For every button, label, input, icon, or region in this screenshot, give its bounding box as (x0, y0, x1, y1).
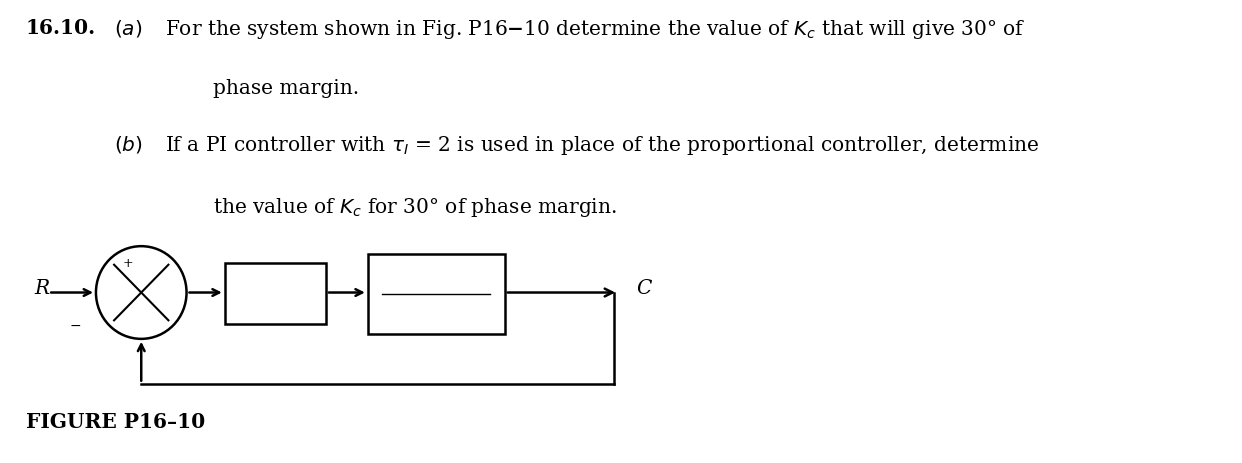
Text: $(a)$: $(a)$ (114, 18, 142, 39)
Text: 16.10.: 16.10. (26, 18, 96, 38)
Text: If a PI controller with $\tau_I$ = 2 is used in place of the proportional contro: If a PI controller with $\tau_I$ = 2 is … (165, 134, 1040, 156)
Bar (225, 263, 325, 325)
Text: phase margin.: phase margin. (212, 79, 359, 98)
Text: +: + (123, 257, 133, 269)
Text: the value of $K_c$ for 30° of phase margin.: the value of $K_c$ for 30° of phase marg… (212, 195, 616, 218)
Text: $(s + 1)^2$: $(s + 1)^2$ (405, 302, 468, 324)
Bar (368, 254, 504, 334)
Text: $K_c$: $K_c$ (265, 283, 287, 305)
Text: R: R (34, 279, 50, 298)
Text: 1: 1 (430, 268, 442, 286)
Text: −: − (70, 318, 82, 332)
Text: $(b)$: $(b)$ (114, 134, 143, 155)
Text: C: C (636, 279, 651, 298)
Text: FIGURE P16–10: FIGURE P16–10 (26, 412, 205, 432)
Text: For the system shown in Fig. P16$\mathbf{-}$10 determine the value of $K_c$ that: For the system shown in Fig. P16$\mathbf… (165, 18, 1026, 41)
